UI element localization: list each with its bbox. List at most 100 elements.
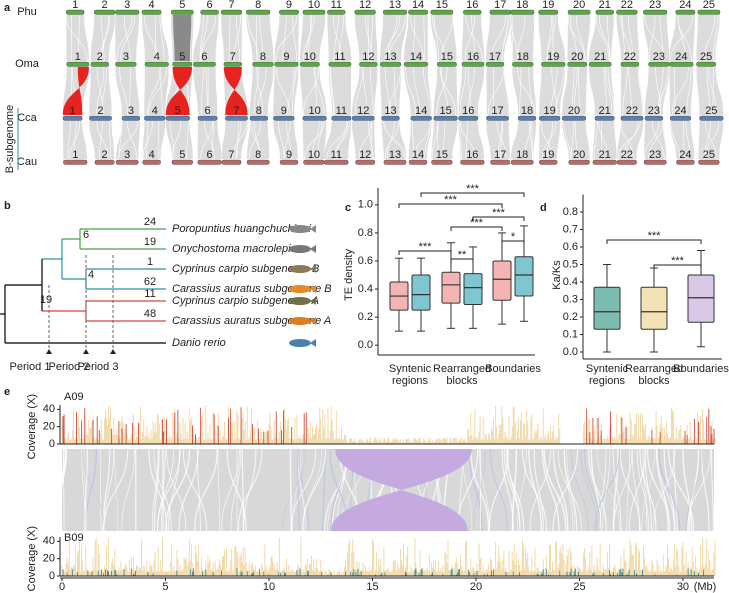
chromosome-number: 24 xyxy=(675,51,687,63)
synteny-line xyxy=(643,120,660,160)
synteny-line xyxy=(386,120,395,160)
synteny-line xyxy=(103,448,129,532)
synteny-line xyxy=(333,14,339,62)
synteny-line xyxy=(217,448,221,532)
chromosome xyxy=(490,159,511,165)
chromosome xyxy=(430,9,454,15)
synteny-line xyxy=(441,14,454,62)
chromosome-number: 22 xyxy=(621,149,633,161)
synteny-ribbon xyxy=(644,121,667,159)
synteny-line xyxy=(413,14,416,62)
chromosome xyxy=(512,61,534,67)
x-tick-label: 30 xyxy=(677,581,689,593)
synteny-line xyxy=(566,448,576,532)
synteny-line xyxy=(714,14,721,62)
synteny-line xyxy=(473,448,486,532)
synteny-line xyxy=(96,120,109,160)
synteny-line xyxy=(460,120,476,160)
chromosome xyxy=(141,9,162,15)
chromosome xyxy=(675,9,696,15)
synteny-line xyxy=(436,66,448,116)
significance-bracket xyxy=(450,258,474,263)
box xyxy=(640,286,668,330)
synteny-line xyxy=(467,66,475,116)
synteny-line xyxy=(626,448,631,532)
synteny-line xyxy=(648,14,656,62)
synteny-line xyxy=(388,14,406,62)
synteny-line xyxy=(290,448,317,532)
chromosome-number: 19 xyxy=(547,51,559,63)
track-label: A09 xyxy=(64,391,84,403)
panel-label: d xyxy=(540,202,547,214)
synteny-line xyxy=(423,14,426,62)
significance-bracket xyxy=(501,240,525,245)
chromosome-number: 2 xyxy=(97,51,103,63)
category-label: Boundaries xyxy=(673,363,729,375)
chromosome-number: 23 xyxy=(649,149,661,161)
chromosome xyxy=(93,9,116,15)
synteny-line xyxy=(578,66,580,116)
chromosome xyxy=(460,159,485,165)
chromosome xyxy=(381,115,400,121)
chromosome-number: 16 xyxy=(467,51,479,63)
chromosome xyxy=(90,61,109,67)
y-tick-label: 0.0 xyxy=(563,346,578,358)
synteny-line xyxy=(65,14,88,62)
significance-bracket xyxy=(398,250,452,255)
synteny-line xyxy=(506,448,525,532)
synteny-line xyxy=(205,66,209,116)
synteny-line xyxy=(305,14,313,62)
synteny-line xyxy=(230,448,242,532)
synteny-line xyxy=(479,448,490,532)
synteny-ribbon xyxy=(193,67,218,115)
chromosome-number: 8 xyxy=(255,0,261,11)
synteny-line xyxy=(599,448,607,532)
chromosome-number: 25 xyxy=(703,149,715,161)
synteny-line xyxy=(704,14,716,62)
chromosome-number: 9 xyxy=(286,149,292,161)
chromosome xyxy=(171,159,193,165)
synteny-line xyxy=(313,66,325,116)
synteny-line xyxy=(84,448,98,532)
synteny-line xyxy=(644,14,665,62)
chromosome-number: 18 xyxy=(517,51,529,63)
synteny-line xyxy=(204,120,215,160)
synteny-line xyxy=(42,448,67,532)
chromosome-number: 11 xyxy=(331,0,342,11)
chromosome xyxy=(408,9,428,15)
fish-icon xyxy=(289,225,311,233)
chromosome xyxy=(221,159,242,165)
synteny-line xyxy=(241,448,245,532)
synteny-ribbon xyxy=(486,121,510,159)
chromosome-number: 13 xyxy=(384,51,396,63)
chromosome xyxy=(223,61,242,67)
synteny-line xyxy=(701,448,710,532)
chromosome-number: 10 xyxy=(308,105,320,117)
box xyxy=(492,260,512,301)
y-tick-label: 0.3 xyxy=(563,293,578,305)
synteny-line xyxy=(552,448,569,532)
chromosome xyxy=(351,115,375,121)
synteny-line xyxy=(83,448,87,532)
chromosome xyxy=(274,61,299,67)
synteny-ribbon xyxy=(327,15,352,61)
chromosome xyxy=(567,9,591,15)
chromosome-number: 2 xyxy=(102,0,108,11)
synteny-line xyxy=(705,120,717,160)
synteny-line xyxy=(685,120,691,160)
synteny-line xyxy=(338,14,344,62)
synteny-ribbon xyxy=(696,15,721,61)
chromosome-number: 16 xyxy=(462,105,474,117)
chromosome xyxy=(485,61,505,67)
synteny-line xyxy=(471,14,476,62)
x-tick-label: 20 xyxy=(470,581,482,593)
chromosome xyxy=(359,61,378,67)
branch-count: 24 xyxy=(144,216,156,228)
synteny-line xyxy=(211,120,214,160)
chromosome xyxy=(63,159,88,165)
synteny-line xyxy=(574,120,578,160)
chromosome-number: 17 xyxy=(494,149,506,161)
chromosome xyxy=(463,9,482,15)
x-tick-label: 0 xyxy=(59,581,65,593)
